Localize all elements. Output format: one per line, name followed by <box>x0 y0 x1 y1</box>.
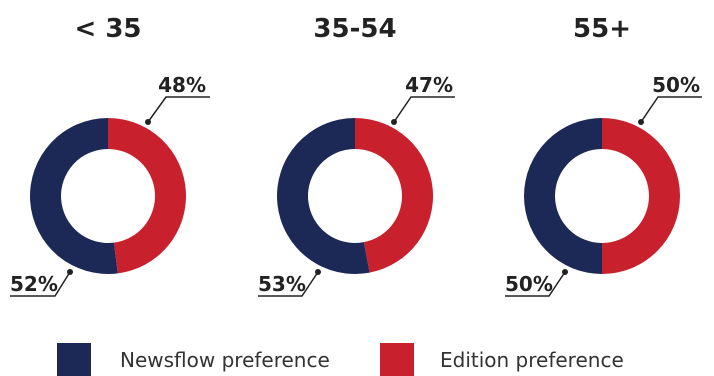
leader-dot-newsflow-35-54 <box>315 269 321 275</box>
leader-line-edition-under-35 <box>147 96 210 123</box>
data-label-edition-55-plus: 50% <box>652 73 700 97</box>
legend-swatch-edition <box>380 343 414 376</box>
donut-chart-35-54: 35-54 47% 53% <box>258 14 455 297</box>
leader-dot-edition-under-35 <box>145 119 151 125</box>
chart-title-55-plus: 55+ <box>573 14 631 44</box>
leader-dot-edition-55-plus <box>638 119 644 125</box>
legend-swatch-newsflow <box>57 343 91 376</box>
chart-title-35-54: 35-54 <box>313 14 396 44</box>
slice-newsflow-under-35 <box>30 118 118 274</box>
donut-chart-under-35: < 35 48% 52% <box>10 14 210 297</box>
leader-line-newsflow-55-plus <box>505 271 566 297</box>
data-label-edition-under-35: 48% <box>158 73 206 97</box>
slice-edition-55-plus <box>602 118 680 274</box>
slice-edition-35-54 <box>355 118 434 273</box>
data-label-edition-35-54: 47% <box>405 73 453 97</box>
leader-dot-edition-35-54 <box>391 119 397 125</box>
legend: Newsflow preference Edition preference <box>57 343 624 376</box>
leader-line-edition-55-plus <box>640 96 702 123</box>
slice-edition-under-35 <box>108 117 187 274</box>
chart-title-under-35: < 35 <box>74 14 141 44</box>
leader-line-newsflow-35-54 <box>258 271 319 297</box>
data-label-newsflow-35-54: 53% <box>258 272 306 296</box>
leader-dot-newsflow-under-35 <box>67 269 73 275</box>
legend-label-newsflow: Newsflow preference <box>120 348 330 372</box>
leader-line-newsflow-under-35 <box>10 271 71 297</box>
leader-dot-newsflow-55-plus <box>562 269 568 275</box>
donut-chart-55-plus: 55+ 50% 50% <box>505 14 702 297</box>
slice-newsflow-35-54 <box>277 118 370 274</box>
data-label-newsflow-under-35: 52% <box>10 272 58 296</box>
slice-newsflow-55-plus <box>524 118 602 274</box>
data-label-newsflow-55-plus: 50% <box>505 272 553 296</box>
legend-label-edition: Edition preference <box>440 348 624 372</box>
leader-line-edition-35-54 <box>393 96 455 123</box>
